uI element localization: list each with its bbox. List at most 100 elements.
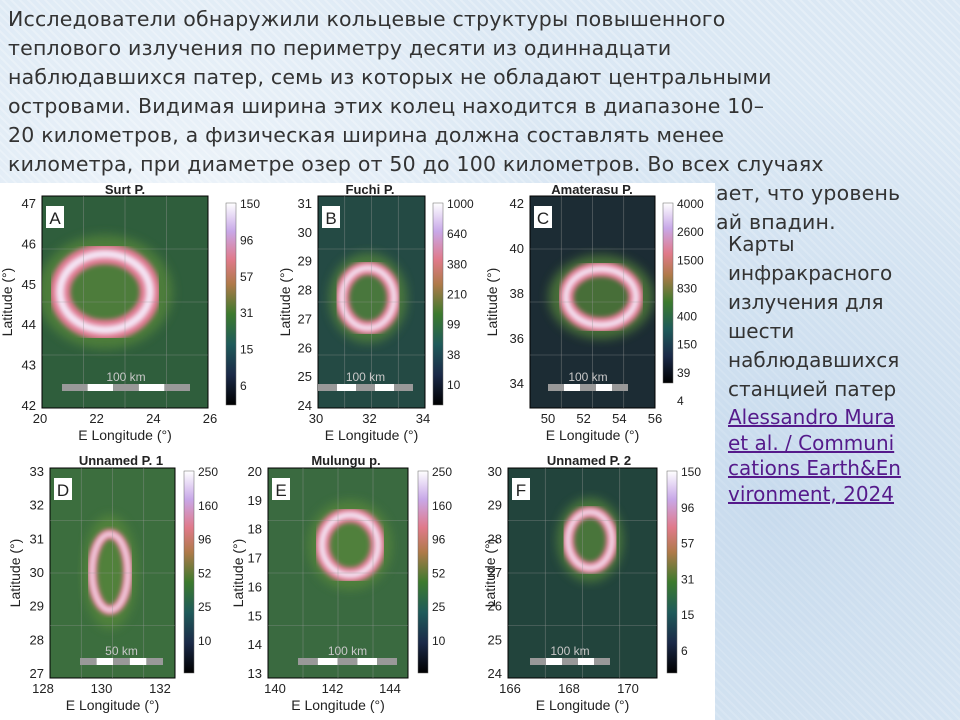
x-axis-label: E Longitude (°)	[546, 427, 640, 443]
scale-segment	[596, 384, 612, 391]
colorbar	[225, 202, 237, 406]
paragraph-line: ай впадин.	[716, 210, 836, 234]
colorbar-label: 39	[677, 366, 691, 380]
scale-segment	[129, 658, 147, 665]
y-tick-label: 40	[510, 241, 524, 256]
paragraph-line: ает, что уровень	[716, 181, 901, 205]
x-tick-label: 54	[612, 411, 626, 426]
scale-segment	[594, 658, 610, 665]
y-tick-label: 42	[510, 196, 524, 211]
colorbar-label: 25	[198, 600, 212, 614]
colorbar-label: 830	[677, 281, 697, 295]
colorbar-label: 4000	[677, 197, 704, 211]
y-axis-label: Latitude (°)	[0, 268, 15, 337]
panel-title: Amaterasu P.	[551, 183, 632, 197]
paragraph-line: километра, при диаметре озер от 50 до 10…	[8, 152, 824, 176]
scale-segment	[318, 384, 337, 391]
colorbar-label: 160	[432, 499, 452, 513]
colorbar-label: 380	[447, 257, 467, 271]
source-link[interactable]: Alessandro Mura	[728, 405, 895, 429]
colorbar-label: 10	[198, 634, 212, 648]
colorbar-label: 150	[240, 197, 260, 211]
source-link[interactable]: cations Earth&En	[728, 456, 901, 480]
y-tick-label: 32	[30, 498, 44, 513]
colorbar-label: 38	[447, 348, 461, 362]
heatmap-content	[530, 196, 655, 408]
scale-segment	[80, 658, 97, 665]
y-tick-label: 24	[488, 666, 502, 681]
y-tick-label: 25	[488, 632, 502, 647]
ring-inner	[565, 509, 615, 571]
colorbar-label: 250	[432, 465, 452, 479]
heatmap-content	[268, 468, 408, 678]
letter-box	[46, 206, 64, 228]
x-tick-label: 132	[149, 681, 171, 696]
y-tick-label: 27	[488, 565, 502, 580]
y-tick-label: 31	[298, 196, 312, 211]
scale-segment	[87, 384, 114, 391]
x-tick-label: 32	[362, 411, 376, 426]
colorbar-label: 57	[681, 537, 695, 551]
heatmap-content	[508, 468, 657, 678]
x-tick-label: 52	[576, 411, 590, 426]
paragraph-line: теплового излучения по периметру десяти …	[8, 36, 672, 60]
ring-inner	[562, 265, 640, 329]
panel-title: Fuchi P.	[346, 183, 395, 197]
letter-box	[534, 206, 552, 228]
colorbar-label: 400	[677, 310, 697, 324]
y-tick-label: 27	[298, 311, 312, 326]
colorbar-label: 57	[240, 270, 254, 284]
scale-segment	[298, 658, 318, 665]
panel-letter: C	[537, 209, 549, 228]
scale-segment	[530, 658, 546, 665]
colorbar-label: 99	[447, 318, 461, 332]
colorbar-label: 52	[432, 566, 446, 580]
y-tick-label: 15	[248, 608, 262, 623]
colorbar	[183, 470, 195, 674]
scale-segment	[317, 658, 338, 665]
x-axis-label: E Longitude (°)	[66, 697, 160, 713]
panel-letter: B	[325, 209, 336, 228]
x-axis-label: E Longitude (°)	[325, 427, 419, 443]
scale-segment	[375, 384, 394, 391]
y-tick-label: 18	[248, 522, 262, 537]
caption-line: Карты	[728, 232, 795, 256]
source-link[interactable]: vironment, 2024	[728, 481, 895, 506]
scale-segment	[377, 658, 397, 665]
y-tick-label: 30	[298, 225, 312, 240]
colorbar	[662, 202, 674, 384]
y-tick-label: 31	[30, 531, 44, 546]
scale-segment	[62, 384, 88, 391]
scale-segment	[580, 384, 596, 391]
panel-title: Mulungu p.	[311, 453, 380, 468]
ring-inner	[339, 265, 397, 331]
source-link[interactable]: et al. / Communi	[728, 430, 895, 455]
y-tick-label: 28	[298, 283, 312, 298]
scale-segment	[96, 658, 114, 665]
y-tick-label: 47	[22, 196, 36, 211]
heatmap-content	[318, 196, 425, 408]
colorbar-label: 96	[432, 533, 446, 547]
scale-label: 100 km	[328, 644, 367, 658]
scale-segment	[113, 384, 139, 391]
y-axis-label: Latitude (°)	[230, 539, 246, 608]
paragraph-line: островами. Видимая ширина этих колец нах…	[8, 94, 765, 118]
y-tick-label: 30	[30, 565, 44, 580]
x-tick-label: 142	[322, 681, 344, 696]
colorbar-label: 31	[681, 572, 695, 586]
caption-line: шести	[728, 319, 795, 343]
x-axis-label: E Longitude (°)	[291, 697, 385, 713]
y-axis-label: Latitude (°)	[7, 539, 23, 608]
y-tick-label: 33	[30, 464, 44, 479]
scale-label: 100 km	[550, 644, 589, 658]
colorbar-label: 4	[677, 394, 684, 408]
colorbar-label: 250	[198, 465, 218, 479]
heatmap-content	[50, 468, 175, 678]
letter-box	[54, 478, 72, 500]
ring-inner	[90, 532, 130, 612]
letter-box	[512, 478, 530, 500]
y-axis-label: Latitude (°)	[482, 539, 498, 608]
